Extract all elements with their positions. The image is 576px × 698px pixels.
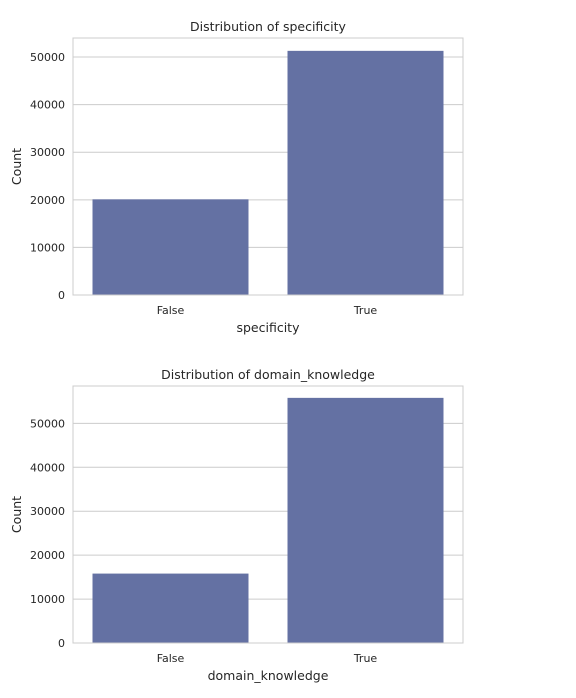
chart-title: Distribution of specificity (190, 19, 347, 34)
y-tick-label: 40000 (30, 461, 65, 474)
x-tick-label: True (353, 304, 378, 317)
x-tick-label: True (353, 652, 378, 665)
y-axis-label: Count (9, 496, 24, 533)
plot-frame (72, 385, 464, 644)
bar-true (287, 50, 444, 295)
bar-false (92, 573, 249, 643)
bar-true (287, 397, 444, 643)
plot-frame (72, 37, 464, 296)
y-tick-label: 10000 (30, 241, 65, 254)
y-tick-label: 30000 (30, 146, 65, 159)
x-axis-label: domain_knowledge (208, 668, 329, 683)
y-tick-label: 40000 (30, 99, 65, 112)
bar-false (92, 199, 249, 295)
y-tick-label: 20000 (30, 549, 65, 562)
y-tick-label: 10000 (30, 593, 65, 606)
y-tick-label: 30000 (30, 505, 65, 518)
x-tick-label: False (157, 304, 185, 317)
y-tick-label: 0 (58, 637, 65, 650)
y-tick-label: 50000 (30, 51, 65, 64)
y-tick-label: 50000 (30, 417, 65, 430)
y-axis-label: Count (9, 148, 24, 185)
chart-title: Distribution of domain_knowledge (161, 367, 375, 382)
x-tick-label: False (157, 652, 185, 665)
y-tick-label: 0 (58, 289, 65, 302)
x-axis-label: specificity (236, 320, 300, 335)
y-tick-label: 20000 (30, 194, 65, 207)
